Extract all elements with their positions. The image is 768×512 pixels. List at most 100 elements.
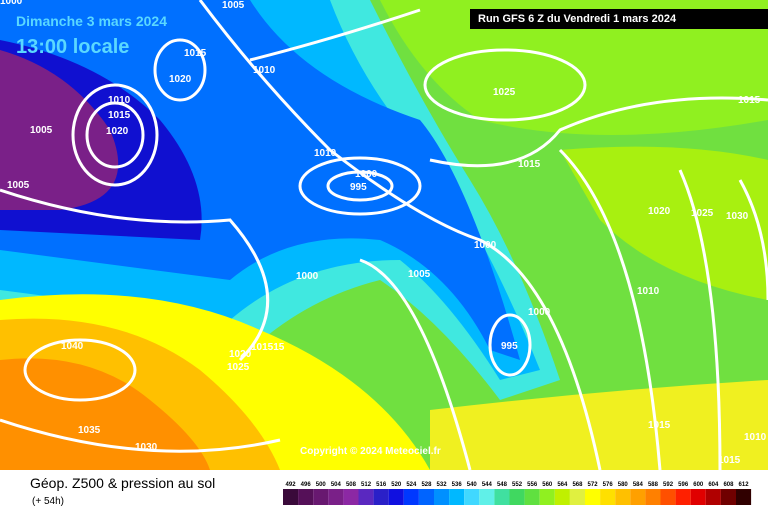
isobar-label: 1015 [738, 95, 761, 106]
isobar-label: 1000 [474, 240, 497, 251]
isobar-label: 1015 [718, 455, 741, 466]
isobar-label: 1005 [222, 0, 245, 11]
isobar-label: 1010 [744, 432, 767, 443]
colorbar-label: 548 [497, 482, 508, 488]
colorbar-label: 580 [618, 482, 629, 488]
colorbar-swatch [479, 489, 495, 505]
colorbar-label: 496 [301, 482, 312, 488]
colorbar-label: 520 [391, 482, 402, 488]
isobars [0, 0, 768, 471]
isobar-label: 1010 [253, 65, 276, 76]
isobar-label: 1015 [108, 110, 131, 121]
colorbar-label: 592 [663, 482, 674, 488]
isobar-label: 1000 [0, 0, 23, 7]
colorbar-swatch [705, 489, 721, 505]
colorbar-swatch [524, 489, 540, 505]
field [0, 358, 210, 470]
isobar-label: 1010 [314, 148, 337, 159]
colorbar-label: 596 [678, 482, 689, 488]
isobar-label: 1035 [78, 425, 101, 436]
isobar-label: 1000 [528, 307, 551, 318]
field [0, 50, 119, 210]
isobar-label: 1000 [355, 169, 378, 180]
colorbar-swatch [585, 489, 601, 505]
isobar-label: 1020 [169, 74, 192, 85]
colorbar-swatch [283, 489, 299, 505]
isobar-label: 1020 [229, 349, 252, 360]
colorbar-swatch [373, 489, 389, 505]
colorbar-swatch [736, 489, 752, 505]
colorbar-label: 576 [603, 482, 614, 488]
isobar-label: 1000 [296, 271, 319, 282]
colorbar-swatch [690, 489, 706, 505]
isobar-label: 1010 [108, 95, 131, 106]
isobar-label: 1015 [184, 48, 207, 59]
colorbar-swatch [615, 489, 631, 505]
colorbar-label: 532 [437, 482, 448, 488]
isobar-label: 1040 [61, 341, 84, 352]
colorbar-label: 584 [633, 482, 644, 488]
field [0, 0, 520, 360]
colorbar-label: 564 [557, 482, 568, 488]
isobar-label: 1005 [30, 125, 53, 136]
isobar-label: 1015 [518, 159, 541, 170]
isobar-label: 995 [350, 182, 367, 193]
run-text: Run GFS 6 Z du Vendredi 1 mars 2024 [478, 13, 677, 25]
colorbar-swatch [569, 489, 585, 505]
colorbar: 492 496 500 504 508 512 516 520 524 528 532 536 540 5… [283, 482, 752, 505]
colorbar-swatch [660, 489, 676, 505]
isobar-label: 1025 [493, 87, 516, 98]
colorbar-swatch [630, 489, 646, 505]
colorbar-label: 556 [527, 482, 538, 488]
isobar-label: 995 [501, 341, 518, 352]
isobar-label: 1025 [691, 208, 714, 219]
colorbar-label: 612 [739, 482, 750, 488]
colorbar-label: 508 [346, 482, 357, 488]
colorbar-label: 492 [286, 482, 297, 488]
colorbar-swatch [358, 489, 374, 505]
colorbar-swatch [403, 489, 419, 505]
isobar-label: 1005 [7, 180, 30, 191]
colorbar-swatch [328, 489, 344, 505]
colorbar-swatch [313, 489, 329, 505]
colorbar-swatch [343, 489, 359, 505]
colorbar-swatch [645, 489, 661, 505]
colorbar-label: 560 [542, 482, 553, 488]
colorbar-label: 544 [482, 482, 493, 488]
colorbar-swatch [554, 489, 570, 505]
isobar-label: 1030 [135, 442, 158, 453]
colorbar-swatch [494, 489, 510, 505]
isobar-label: 1020 [106, 126, 129, 137]
colorbar-label: 528 [421, 482, 432, 488]
isobar-label: 1030 [726, 211, 749, 222]
colorbar-label: 588 [648, 482, 659, 488]
colorbar-swatch [418, 489, 434, 505]
colorbar-swatch [720, 489, 736, 505]
isobar-label: 101515 [251, 342, 285, 353]
colorbar-label: 504 [331, 482, 342, 488]
colorbar-swatch [464, 489, 480, 505]
field [430, 380, 768, 470]
colorbar-swatch [509, 489, 525, 505]
colorbar-swatch [539, 489, 555, 505]
colorbar-swatch [600, 489, 616, 505]
colorbar-label: 572 [588, 482, 599, 488]
colorbar-label: 568 [572, 482, 583, 488]
colorbar-label: 516 [376, 482, 387, 488]
colorbar-swatch [434, 489, 450, 505]
colorbar-label: 608 [723, 482, 734, 488]
colorbar-label: 536 [452, 482, 463, 488]
isobar-label: 1020 [648, 206, 671, 217]
copyright: Copyright © 2024 Meteociel.fr [300, 446, 441, 457]
run-box [470, 9, 768, 29]
colorbar-label: 600 [693, 482, 704, 488]
isobar-label: 1025 [227, 362, 250, 373]
map-time: 13:00 locale [16, 36, 129, 58]
colorbar-label: 552 [512, 482, 523, 488]
colorbar-label: 540 [467, 482, 478, 488]
map-date: Dimanche 3 mars 2024 [16, 13, 167, 29]
colorbar-swatch [388, 489, 404, 505]
isobar-label: 1010 [637, 286, 660, 297]
